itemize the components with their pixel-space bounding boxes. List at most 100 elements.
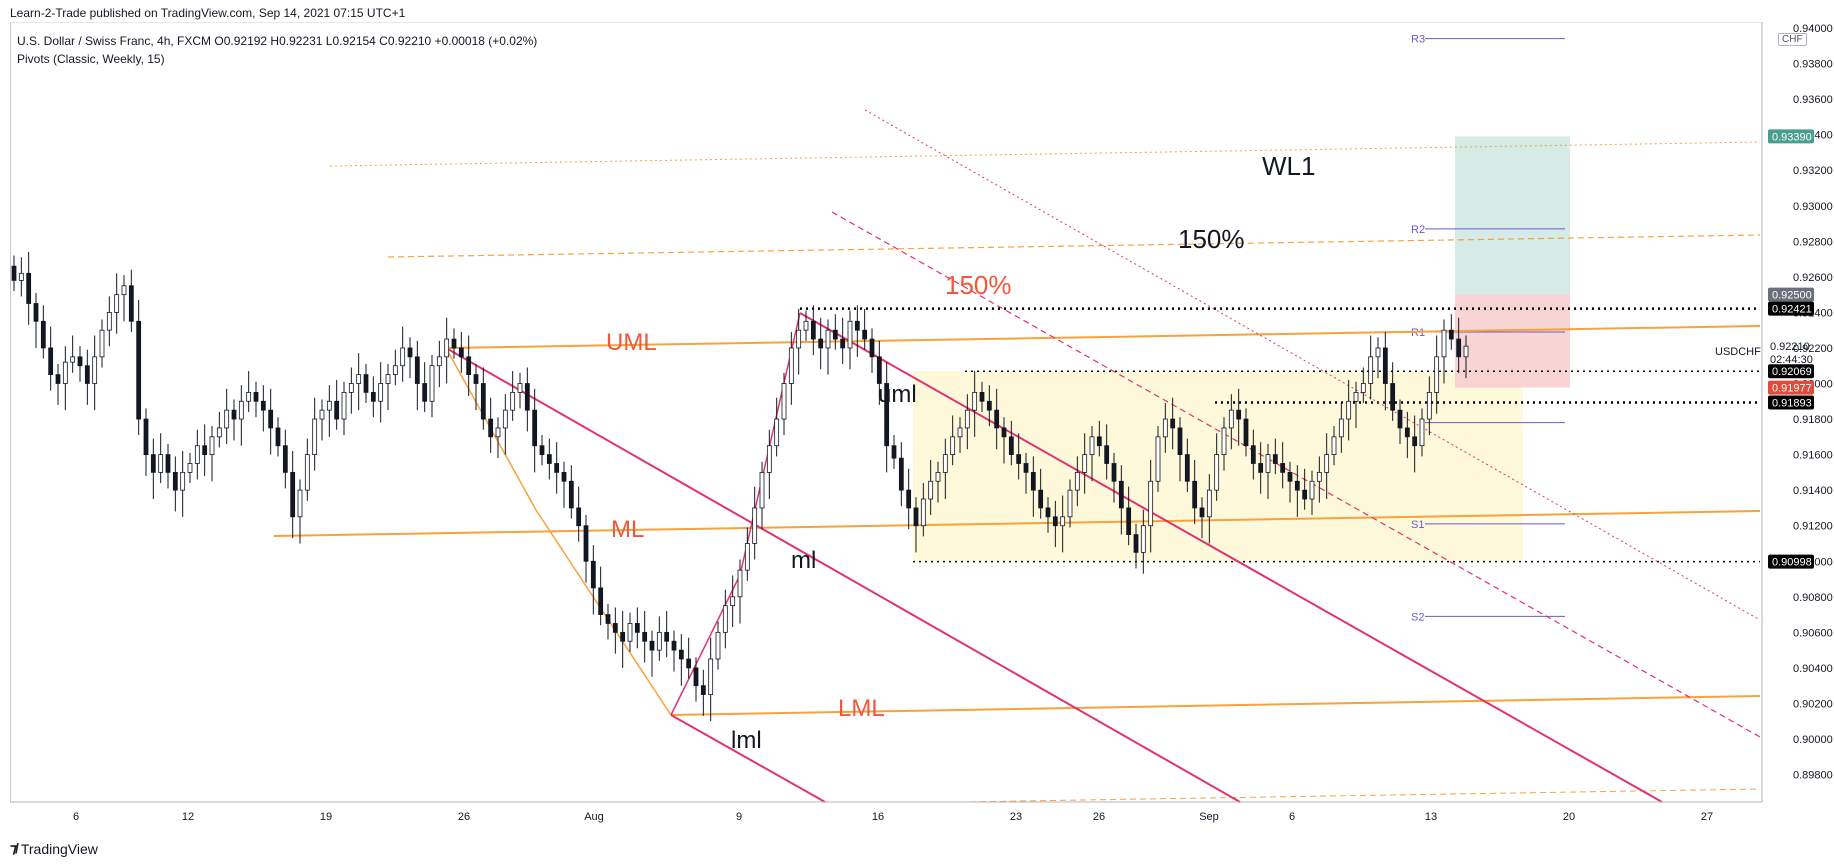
candle [304,438,310,501]
candle-body [128,285,134,322]
axis-price-tag-bg [1768,129,1814,144]
candle-body [957,427,963,438]
time-tick-label: 12 [182,811,194,823]
candle [1309,470,1315,516]
candle [1184,438,1190,492]
candle [634,607,640,649]
candle-body [825,329,831,349]
candle [1052,500,1058,548]
candle-body [810,320,816,340]
candle-body [1228,409,1234,429]
candle-body [422,383,428,402]
candle-body [1001,427,1007,438]
candle [1302,468,1308,510]
tradingview-footer[interactable]: ⁊/ TradingView [10,840,98,857]
candle [898,442,904,507]
candle [1331,426,1337,466]
axis-price-tag: 0.92500 [1768,287,1814,302]
candle-body [1280,463,1286,473]
candle [1206,474,1212,544]
countdown-label: 02:44:30 [1770,354,1813,366]
axis-price-tag: 0.91893 [1768,395,1814,410]
candle [48,326,54,391]
candle [312,397,318,471]
candle-body [1456,338,1462,358]
publisher-caption: Learn-2-Trade published on TradingView.c… [10,6,406,20]
candle [920,483,926,537]
candle-body [678,649,684,660]
axis-price-tag-text: 0.93390 [1772,131,1812,143]
candle-body [891,445,897,459]
candle-body [106,311,112,331]
candle-body [788,347,794,384]
candle-body [854,320,860,331]
time-axis-labels: 6 12 19 26 Aug 9 16 23 26 Sep 6 13 20 27 [73,811,1713,823]
candle-body [561,471,567,482]
candle-body [1265,454,1271,473]
candle [744,527,750,581]
candle [774,397,780,457]
candle [554,442,560,494]
candle [1228,394,1234,450]
candle [209,426,215,482]
pivot-label-r1: R1 [1411,327,1425,339]
candle [1096,420,1102,457]
candle [187,452,193,484]
time-tick-label: Aug [584,811,604,823]
candle [722,589,728,649]
candle-body [77,356,83,367]
candle-body [994,409,1000,429]
candle [686,637,692,679]
candle-body [1140,525,1146,553]
candle-body [1258,463,1264,473]
candle [986,385,992,427]
candle-body [48,347,54,376]
tradingview-logo-icon: ⁊/ [10,840,19,856]
symbol-ohlc-legend[interactable]: U.S. Dollar / Swiss Franc, 4h, FXCM O0.9… [17,34,538,48]
candle-body [194,445,200,464]
candle [1082,433,1088,494]
candle [114,273,120,334]
candle [1192,459,1198,524]
candle [1067,479,1073,528]
candle-body [759,471,765,509]
target-zone [1455,136,1570,295]
candle-body [568,480,574,509]
candle [458,331,464,373]
pivots-indicator-legend[interactable]: Pivots (Classic, Weekly, 15) [17,52,165,66]
candle [524,367,530,432]
candle [840,317,846,364]
candle [165,443,171,489]
candle [1456,317,1462,373]
axis-price-tag-bg [1768,395,1814,410]
candle-body [1023,463,1029,473]
candle-body [1236,409,1242,420]
candle [1045,497,1051,533]
candle [1434,335,1440,414]
time-tick-label: 20 [1563,811,1575,823]
candle [1089,426,1095,482]
candle [590,545,596,615]
time-tick-label: 19 [320,811,332,823]
candle-body [26,272,32,304]
candle [1170,397,1176,450]
crimson-wl-line [864,109,1761,621]
candle [1441,319,1447,384]
candle [1360,367,1366,404]
candle-body [642,631,648,642]
lower-warning-line [959,788,1761,803]
candle [1346,379,1352,441]
candle-body [458,347,464,358]
candle-body [803,320,809,331]
candle-body [1096,436,1102,447]
crimson-lml-label: lml [731,727,762,754]
candle-body [1060,516,1066,527]
candle [1375,337,1381,379]
candle [906,468,912,530]
candle-body [326,400,332,411]
pivot-label-r2: R2 [1411,224,1425,236]
candle-body [913,507,919,527]
candle-body [1111,463,1117,482]
candle [502,394,508,455]
